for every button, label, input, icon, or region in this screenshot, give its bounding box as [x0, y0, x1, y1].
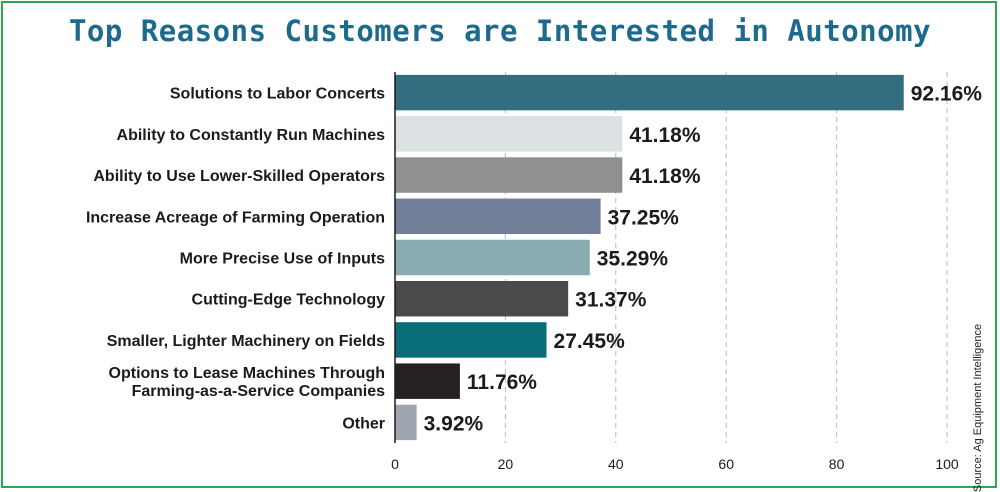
category-label-line: Farming-as-a-Service Companies [132, 383, 386, 400]
bars: 92.16% Solutions to Labor Concerts 41.18% A… [86, 74, 983, 441]
bar-value-label: 37.25% [608, 206, 680, 229]
category-label: Options to Lease Machines Through Farming… [109, 365, 386, 400]
bar [395, 239, 590, 276]
category-label-line: Other [342, 415, 385, 432]
bar-value-label: 31.37% [575, 289, 647, 312]
category-label-line: Ability to Constantly Run Machines [117, 127, 386, 144]
bar [395, 363, 460, 399]
bar [395, 157, 623, 193]
bar [395, 404, 417, 441]
category-label: Cutting-Edge Technology [192, 292, 386, 309]
category-label: Other [342, 415, 385, 432]
category-label-line: Increase Acreage of Farming Operation [86, 209, 385, 226]
bar-value-label: 11.76% [467, 371, 537, 394]
category-label-line: Options to Lease Machines Through [109, 365, 385, 382]
bar-value-label: 41.18% [629, 124, 701, 147]
bar-value-label: 35.29% [597, 248, 669, 271]
category-label: Ability to Use Lower-Skilled Operators [93, 168, 385, 185]
bar-value-label: 92.16% [911, 83, 983, 106]
x-tick-label: 60 [718, 456, 734, 472]
x-axis-ticks: 0 20 40 60 80 100 [391, 456, 959, 472]
category-label-line: More Precise Use of Inputs [180, 251, 385, 268]
bar-value-label: 27.45% [554, 330, 626, 353]
chart-title: Top Reasons Customers are Interested in … [68, 14, 932, 48]
category-label: Increase Acreage of Farming Operation [86, 209, 385, 226]
category-label-line: Cutting-Edge Technology [192, 292, 386, 309]
category-label: Ability to Constantly Run Machines [117, 127, 386, 144]
bar [395, 198, 601, 235]
bar-value-label: 3.92% [424, 412, 484, 435]
bar [395, 322, 547, 358]
gridlines [504, 72, 948, 443]
category-label: Smaller, Lighter Machinery on Fields [107, 333, 385, 350]
category-label-line: Ability to Use Lower-Skilled Operators [93, 168, 385, 185]
category-label-line: Solutions to Labor Concerts [170, 86, 385, 103]
x-tick-label: 100 [935, 456, 959, 472]
category-label: Solutions to Labor Concerts [170, 86, 385, 103]
x-tick-label: 20 [498, 456, 514, 472]
category-label: More Precise Use of Inputs [180, 251, 385, 268]
bar [395, 280, 569, 317]
bar-value-label: 41.18% [629, 165, 701, 188]
x-tick-label: 40 [608, 456, 624, 472]
bar [395, 74, 904, 111]
x-tick-label: 80 [829, 456, 845, 472]
bar [395, 116, 623, 152]
x-tick-label: 0 [391, 456, 399, 472]
category-label-line: Smaller, Lighter Machinery on Fields [107, 333, 385, 350]
